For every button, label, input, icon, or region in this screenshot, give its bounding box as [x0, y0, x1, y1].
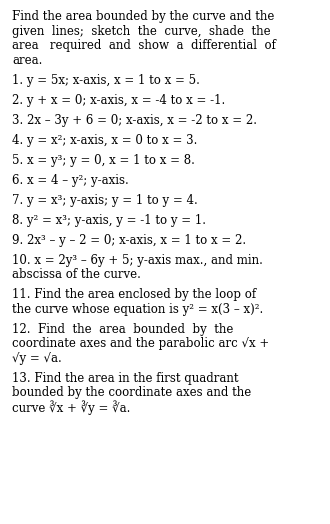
Text: Find the area bounded by the curve and the: Find the area bounded by the curve and t… — [12, 10, 274, 23]
Text: 13. Find the area in the first quadrant: 13. Find the area in the first quadrant — [12, 372, 239, 385]
Text: 6. x = 4 – y²; y-axis.: 6. x = 4 – y²; y-axis. — [12, 173, 129, 187]
Text: abscissa of the curve.: abscissa of the curve. — [12, 268, 141, 281]
Text: 2. y + x = 0; x-axis, x = -4 to x = -1.: 2. y + x = 0; x-axis, x = -4 to x = -1. — [12, 93, 225, 106]
Text: 5. x = y³; y = 0, x = 1 to x = 8.: 5. x = y³; y = 0, x = 1 to x = 8. — [12, 154, 195, 167]
Text: 3. 2x – 3y + 6 = 0; x-axis, x = -2 to x = 2.: 3. 2x – 3y + 6 = 0; x-axis, x = -2 to x … — [12, 114, 257, 126]
Text: √y = √a.: √y = √a. — [12, 352, 62, 365]
Text: coordinate axes and the parabolic arc √x +: coordinate axes and the parabolic arc √x… — [12, 337, 269, 350]
Text: 4. y = x²; x-axis, x = 0 to x = 3.: 4. y = x²; x-axis, x = 0 to x = 3. — [12, 134, 197, 147]
Text: 9. 2x³ – y – 2 = 0; x-axis, x = 1 to x = 2.: 9. 2x³ – y – 2 = 0; x-axis, x = 1 to x =… — [12, 234, 246, 246]
Text: 12.  Find  the  area  bounded  by  the: 12. Find the area bounded by the — [12, 322, 233, 335]
Text: bounded by the coordinate axes and the: bounded by the coordinate axes and the — [12, 386, 251, 399]
Text: the curve whose equation is y² = x(3 – x)².: the curve whose equation is y² = x(3 – x… — [12, 302, 263, 315]
Text: 11. Find the area enclosed by the loop of: 11. Find the area enclosed by the loop o… — [12, 288, 256, 301]
Text: area   required  and  show  a  differential  of: area required and show a differential of — [12, 39, 276, 52]
Text: curve ∛x + ∛y = ∛a.: curve ∛x + ∛y = ∛a. — [12, 400, 130, 415]
Text: 7. y = x³; y-axis; y = 1 to y = 4.: 7. y = x³; y-axis; y = 1 to y = 4. — [12, 193, 198, 206]
Text: given  lines;  sketch  the  curve,  shade  the: given lines; sketch the curve, shade the — [12, 25, 271, 38]
Text: 1. y = 5x; x-axis, x = 1 to x = 5.: 1. y = 5x; x-axis, x = 1 to x = 5. — [12, 73, 200, 86]
Text: 10. x = 2y³ – 6y + 5; y-axis max., and min.: 10. x = 2y³ – 6y + 5; y-axis max., and m… — [12, 254, 263, 267]
Text: 8. y² = x³; y-axis, y = -1 to y = 1.: 8. y² = x³; y-axis, y = -1 to y = 1. — [12, 213, 206, 226]
Text: area.: area. — [12, 53, 42, 67]
